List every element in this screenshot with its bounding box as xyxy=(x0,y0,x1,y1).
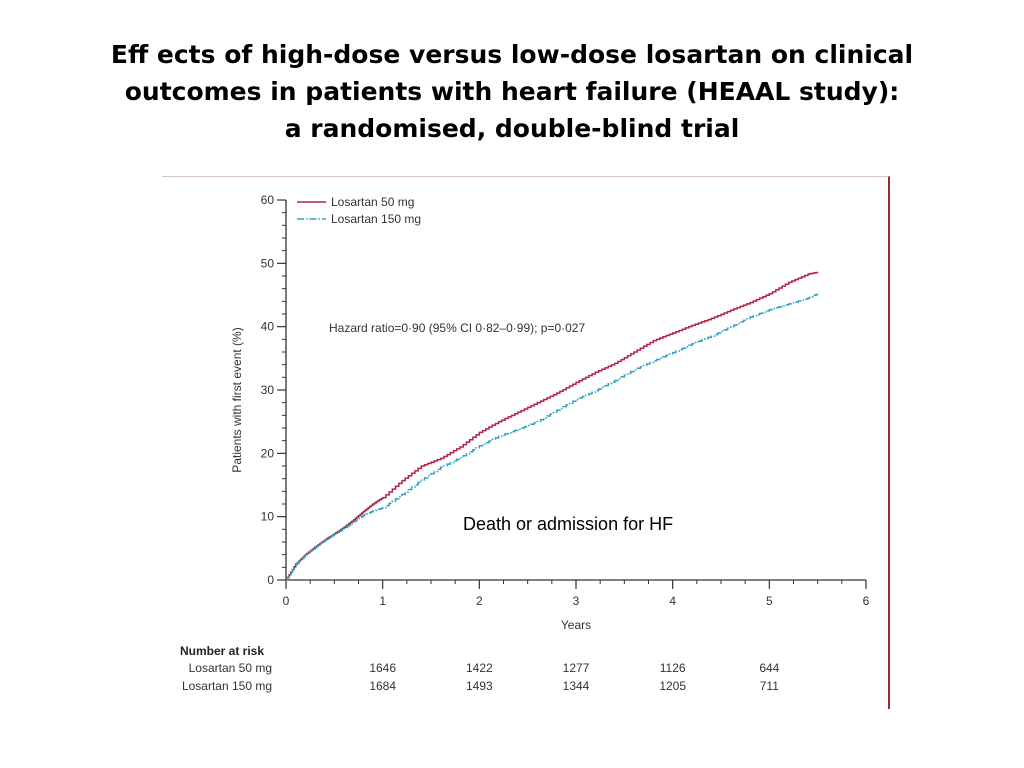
legend-label-losartan-50: Losartan 50 mg xyxy=(331,195,414,209)
series-line-losartan-150 xyxy=(286,293,819,581)
risk-value: 1205 xyxy=(659,679,686,693)
risk-value: 644 xyxy=(759,661,779,675)
y-axis-title: Patients with first event (%) xyxy=(230,327,244,472)
risk-row-label: Losartan 150 mg xyxy=(182,679,272,693)
number-at-risk-title: Number at risk xyxy=(180,644,264,658)
legend-label-losartan-150: Losartan 150 mg xyxy=(331,212,421,226)
risk-value: 1126 xyxy=(660,661,686,675)
risk-row-label: Losartan 50 mg xyxy=(189,661,272,675)
risk-value: 1646 xyxy=(369,661,396,675)
x-axis-title: Years xyxy=(561,618,591,632)
x-tick-label-2: 2 xyxy=(476,594,483,608)
title-line-1: Eff ects of high-dose versus low-dose lo… xyxy=(110,40,914,69)
series-line-losartan-50 xyxy=(286,271,819,581)
kaplan-meier-chart: 0 10 20 30 40 50 60 0 1 2 3 4 5 6 Years Patients with f… xyxy=(180,193,870,693)
title-line-2: outcomes in patients with heart failure … xyxy=(124,77,900,106)
risk-value: 1277 xyxy=(563,661,590,675)
y-tick-label-10: 10 xyxy=(261,510,275,524)
risk-value: 1684 xyxy=(369,679,396,693)
y-tick-label-0: 0 xyxy=(267,573,274,587)
title-line-3: a randomised, double-blind trial xyxy=(284,114,740,143)
x-tick-label-3: 3 xyxy=(573,594,580,608)
x-tick-label-4: 4 xyxy=(669,594,676,608)
risk-value: 711 xyxy=(760,679,779,693)
y-tick-label-50: 50 xyxy=(261,256,275,270)
x-tick-label-1: 1 xyxy=(379,594,386,608)
x-tick-label-5: 5 xyxy=(766,594,773,608)
risk-value: 1422 xyxy=(466,661,493,675)
endpoint-label: Death or admission for HF xyxy=(463,514,674,534)
y-tick-label-30: 30 xyxy=(261,383,275,397)
x-tick-label-6: 6 xyxy=(863,594,870,608)
y-tick-label-40: 40 xyxy=(261,320,275,334)
slide-title: Eff ects of high-dose versus low-dose lo… xyxy=(60,36,964,147)
y-tick-label-60: 60 xyxy=(261,193,275,207)
risk-value: 1493 xyxy=(466,679,493,693)
risk-value: 1344 xyxy=(563,679,590,693)
x-tick-label-0: 0 xyxy=(283,594,290,608)
figure-panel: 0 10 20 30 40 50 60 0 1 2 3 4 5 6 Years Patients with f… xyxy=(162,176,890,709)
hazard-ratio-annotation: Hazard ratio=0·90 (95% CI 0·82–0·99); p=… xyxy=(329,321,585,335)
y-tick-label-20: 20 xyxy=(261,446,275,460)
